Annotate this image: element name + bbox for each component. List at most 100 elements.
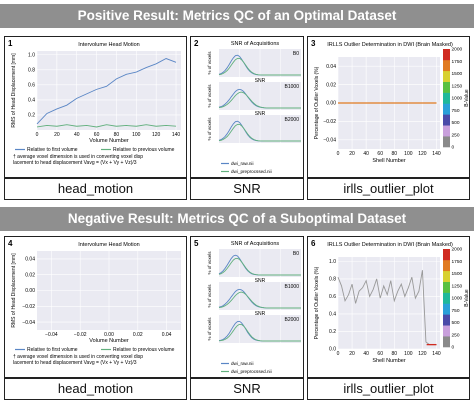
y-tick-label: 0.02 [25,272,35,278]
colorbar-tick-label: 1750 [452,259,463,265]
outlier-line [337,270,437,346]
colorbar-band [443,314,450,326]
colorbar-band [443,325,450,337]
x-tick-label: −0.04 [45,332,58,338]
colorbar-tick-label: 250 [452,332,460,338]
chart-svg: 4 Intervolume Head Motion −0.04 −0.02 0.00 0.… [8,239,181,366]
x-tick-label: 0.04 [162,332,172,338]
y-tick-label: 1.0 [28,52,35,58]
x-tick-label: 120 [418,151,427,157]
panel-number: 2 [194,39,199,48]
x-axis-label: SNR [255,278,266,284]
x-tick-label: −0.02 [74,332,87,338]
y-tick-label: 0.00 [326,101,336,107]
subplot-label: B2000 [285,317,300,323]
colorbar-band [443,136,450,148]
x-tick-label: 80 [391,151,397,157]
colorbar-band [443,92,450,104]
caption-4: head_motion [4,378,187,400]
colorbar-tick-label: 1000 [452,96,463,102]
x-axis-label: SNR [255,311,266,317]
colorbar-tick-label: 750 [452,308,460,314]
chart-title: Intervolume Head Motion [78,242,139,248]
y-tick-label: 0.2 [329,329,336,335]
x-tick-label: 100 [404,351,413,357]
y-axis-label: % of voxels [207,284,212,308]
colorbar-tick-label: 500 [452,120,460,126]
y-axis-label: Percentage of Outlier Voxels (%) [314,66,320,139]
x-tick-label: 140 [172,132,181,138]
colorbar-band [443,270,450,282]
x-tick-label: 40 [74,132,80,138]
snr-preproc-curve [218,291,301,309]
panel-6-outlier: 6 IRLLS Outlier Determination in DWI (Bra… [307,236,470,378]
snr-preproc-curve [218,323,301,342]
chart-svg: 2 SNR of Acquisitions B0 % of voxels SNR B100… [194,39,301,174]
x-tick-label: 120 [152,132,161,138]
colorbar-tick-label: 2000 [452,247,463,253]
chart-svg: 1 Intervolume Head Motion 0 20 40 60 80 100 120 1… [8,39,181,166]
x-tick-label: 60 [94,132,100,138]
subplot-label: B0 [293,51,299,57]
x-tick-label: 40 [363,151,369,157]
colorbar-band [443,303,450,315]
x-tick-label: 0.00 [104,332,114,338]
panel-number: 4 [8,239,13,248]
legend-label: Relative to previous volume [113,147,175,153]
x-axis-label: SNR [255,111,266,117]
x-axis-label: Volume Number [89,338,129,344]
chart-title: SNR of Acquisitions [231,241,280,247]
panel-number: 3 [311,39,316,48]
x-axis-label: Shell Number [372,158,405,164]
panel-number: 1 [8,39,13,48]
x-axis-label: SNR [255,78,266,84]
panel-number: 5 [194,239,199,248]
y-tick-label: −0.04 [323,138,336,144]
x-tick-label: 140 [432,151,441,157]
subplot-label: B0 [293,251,299,257]
colorbar-band [443,249,450,261]
x-tick-label: 0 [337,151,340,157]
colorbar-band [443,114,450,126]
y-tick-label: 0.6 [329,294,336,300]
footnote-line: † average voxel dimension is used in con… [13,154,143,160]
negative-banner: Negative Result: Metrics QC of a Subopti… [0,207,474,231]
y-axis-label: % of voxels [207,84,212,108]
colorbar-band [443,70,450,82]
x-tick-label: 40 [363,351,369,357]
x-tick-label: 20 [54,132,60,138]
colorbar-tick-label: 1750 [452,59,463,65]
y-tick-label: −0.02 [22,304,35,310]
y-axis-label: % of voxels [207,51,212,75]
y-tick-label: 1.0 [329,259,336,265]
colorbar-band [443,81,450,93]
colorbar-label: B-Value [464,289,470,307]
footnote-line: † average voxel dimension is used in con… [13,354,143,360]
colorbar-tick-label: 750 [452,108,460,114]
x-tick-label: 0 [337,351,340,357]
colorbar-tick-label: 1000 [452,296,463,302]
panel-4-head-motion: 4 Intervolume Head Motion −0.04 −0.02 0.00 0.… [4,236,187,378]
footnote-line: lacement to head displacement Vavg = (Vx… [13,360,137,366]
positive-banner: Positive Result: Metrics QC of an Optima… [0,4,474,28]
colorbar-tick-label: 1250 [452,83,463,89]
y-tick-label: 0.8 [329,277,336,283]
legend-label: dwi_raw.nii [231,361,253,366]
colorbar-band [443,59,450,72]
colorbar-band [443,292,450,304]
y-tick-label: 0.0 [329,347,336,353]
x-tick-label: 100 [404,151,413,157]
legend-label: dwi_preprocssed.nii [231,169,272,174]
caption-6: irlls_outlier_plot [307,378,470,400]
y-axis-label: % of voxels [207,117,212,141]
chart-svg: 6 IRLLS Outlier Determination in DWI (Bra… [311,239,470,364]
colorbar-tick-label: 0 [452,145,455,151]
x-tick-label: 120 [418,351,427,357]
colorbar-tick-label: 250 [452,132,460,138]
y-tick-label: 0.04 [326,64,336,70]
chart-svg: 3 IRLLS Outlier Determination in DWI (Bra… [311,39,470,164]
panel-3-outlier: 3 IRLLS Outlier Determination in DWI (Bra… [307,36,470,178]
panel-5-snr: 5 SNR of Acquisitions B0 % of voxels SNR B100… [190,236,304,378]
legend-label: dwi_preprocssed.nii [231,369,272,374]
y-axis-label: RMS of Head Displacement [mm] [11,53,17,128]
